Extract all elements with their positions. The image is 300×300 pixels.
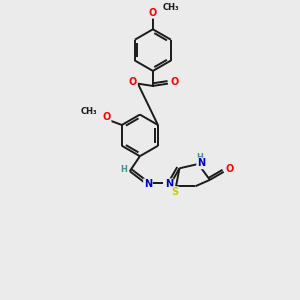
Text: O: O [102, 112, 111, 122]
Text: O: O [128, 77, 137, 87]
Text: N: N [197, 158, 205, 168]
Text: CH₃: CH₃ [163, 2, 180, 11]
Text: O: O [225, 164, 234, 174]
Text: S: S [171, 187, 178, 197]
Text: O: O [170, 77, 178, 87]
Text: CH₃: CH₃ [80, 107, 97, 116]
Text: O: O [149, 8, 157, 18]
Text: N: N [165, 179, 173, 189]
Text: H: H [196, 153, 203, 162]
Text: O: O [128, 77, 137, 87]
Text: N: N [144, 179, 152, 189]
Text: H: H [120, 165, 127, 174]
